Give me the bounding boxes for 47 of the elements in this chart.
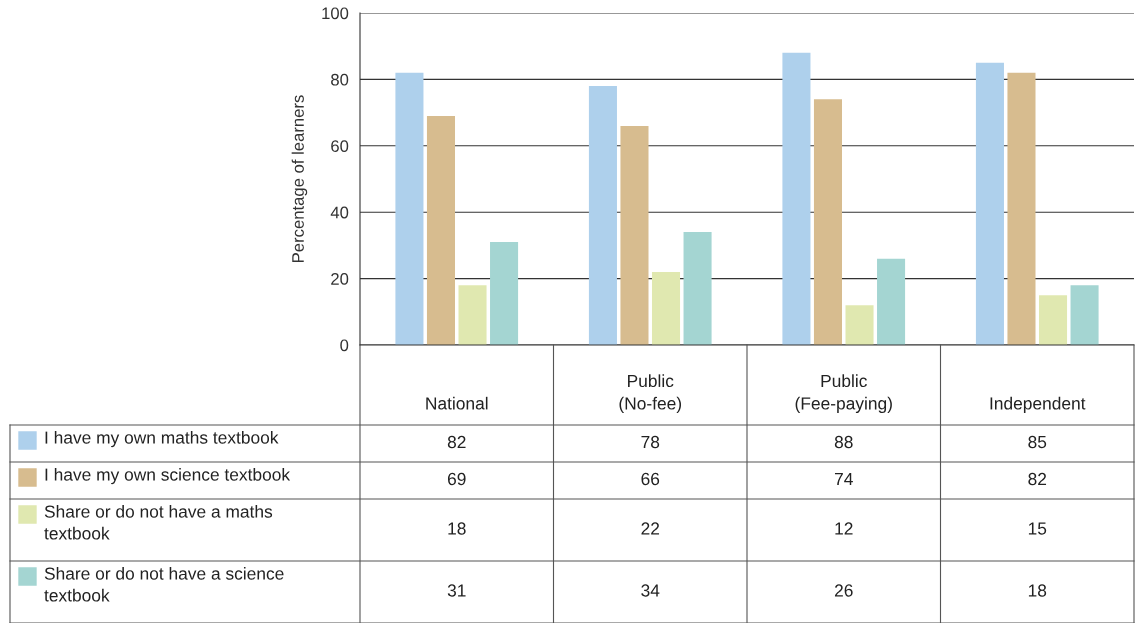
bar xyxy=(877,258,906,345)
bar xyxy=(426,115,456,345)
data-label: 31 xyxy=(447,584,466,597)
y-tick-label: 100 xyxy=(322,7,349,20)
data-label: 78 xyxy=(641,435,660,449)
legend-label: I have my own maths textbook xyxy=(45,431,279,448)
data-label: 88 xyxy=(834,435,853,449)
bar xyxy=(490,242,519,345)
y-tick-label: 20 xyxy=(331,273,349,285)
data-label: 18 xyxy=(448,522,466,535)
data-label: 22 xyxy=(641,522,660,535)
data-label: 82 xyxy=(1028,472,1047,486)
data-label: 85 xyxy=(1028,435,1047,449)
data-label: 18 xyxy=(1028,584,1047,597)
bar xyxy=(975,62,1004,345)
bar xyxy=(1038,295,1068,345)
bar xyxy=(1007,72,1036,345)
bar xyxy=(620,125,649,345)
y-tick-label: 80 xyxy=(331,73,349,86)
y-axis-title: Percentage of learners xyxy=(291,95,308,262)
bar xyxy=(651,271,681,345)
bar xyxy=(813,99,843,345)
x-tick-label: Public (Fee-paying) xyxy=(795,374,892,413)
y-tick-label: 0 xyxy=(340,339,349,352)
data-label: 69 xyxy=(447,472,466,486)
data-label: 34 xyxy=(641,584,660,597)
bar xyxy=(782,52,811,345)
data-label: 12 xyxy=(835,522,853,535)
data-label: 26 xyxy=(834,584,853,597)
data-label: 15 xyxy=(1028,522,1047,535)
x-tick-label: Independent xyxy=(990,396,1086,413)
data-label: 66 xyxy=(641,472,660,486)
x-tick-label: National xyxy=(426,396,488,410)
data-label: 82 xyxy=(447,435,466,449)
x-tick-label: Public (No-fee) xyxy=(619,374,682,413)
bar xyxy=(458,285,487,345)
bar xyxy=(1070,285,1099,345)
legend-label: Share or do not have a maths textbook xyxy=(44,505,273,540)
bar xyxy=(683,232,712,345)
bar xyxy=(395,72,424,345)
legend-label: I have my own science textbook xyxy=(45,468,291,485)
data-label: 74 xyxy=(834,473,853,485)
y-tick-label: 60 xyxy=(331,140,349,152)
bar xyxy=(588,86,617,345)
legend-label: Share or do not have a science textbook xyxy=(44,567,284,602)
bar xyxy=(845,305,874,345)
y-tick-label: 40 xyxy=(330,206,349,219)
